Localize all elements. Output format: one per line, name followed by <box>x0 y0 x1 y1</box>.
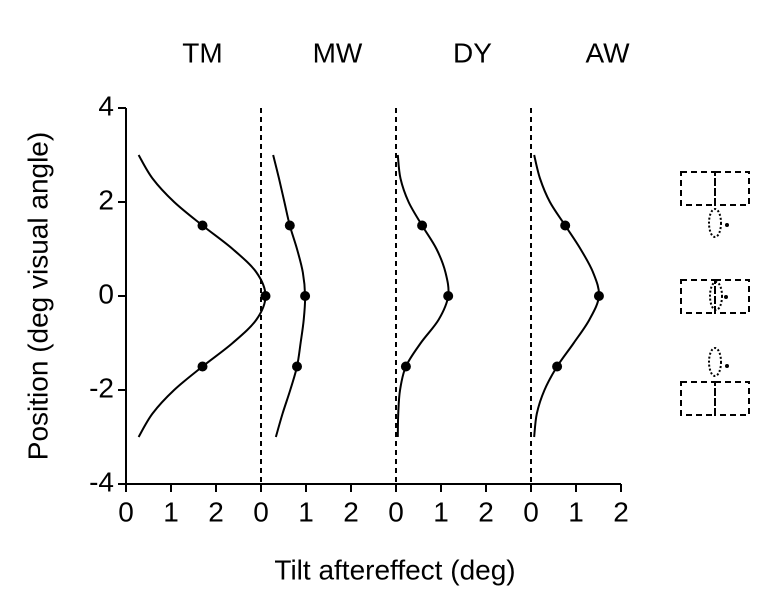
x-tick-label: 1 <box>568 496 584 527</box>
data-point <box>560 220 571 231</box>
x-tick-label: 2 <box>343 496 359 527</box>
data-point <box>417 220 428 231</box>
data-point <box>260 291 271 301</box>
x-tick-label: 1 <box>433 496 449 527</box>
x-tick-label: 0 <box>253 496 269 527</box>
data-point <box>443 291 454 301</box>
fit-curve <box>533 154 600 438</box>
y-tick-label: 2 <box>98 184 114 215</box>
data-point <box>593 291 604 301</box>
panel-title: AW <box>585 37 630 68</box>
x-tick-label: 1 <box>163 496 179 527</box>
x-tick-label: 0 <box>118 496 134 527</box>
data-point <box>197 220 208 231</box>
fit-curve <box>396 154 450 438</box>
data-point <box>300 291 311 301</box>
x-tick-label: 2 <box>208 496 224 527</box>
data-point <box>292 361 302 372</box>
panel-title: MW <box>313 37 363 68</box>
data-point <box>400 361 411 372</box>
y-axis-label: Position (deg visual angle) <box>22 132 53 460</box>
y-tick-label: -4 <box>89 466 114 497</box>
x-tick-label: 1 <box>298 496 314 527</box>
x-tick-label: 2 <box>613 496 629 527</box>
condition-icons <box>680 171 750 416</box>
x-tick-label: 0 <box>523 496 539 527</box>
x-axis-label: Tilt aftereffect (deg) <box>274 554 515 585</box>
y-tick-label: 4 <box>98 90 114 121</box>
data-point <box>197 361 208 372</box>
data-point <box>552 361 563 372</box>
data-point <box>284 220 295 231</box>
panel-title: TM <box>182 37 222 68</box>
x-tick-label: 2 <box>478 496 494 527</box>
y-tick-label: -2 <box>89 372 114 403</box>
fit-curve <box>137 154 267 438</box>
y-tick-label: 0 <box>98 278 114 309</box>
panel-title: DY <box>453 37 492 68</box>
x-tick-label: 0 <box>388 496 404 527</box>
